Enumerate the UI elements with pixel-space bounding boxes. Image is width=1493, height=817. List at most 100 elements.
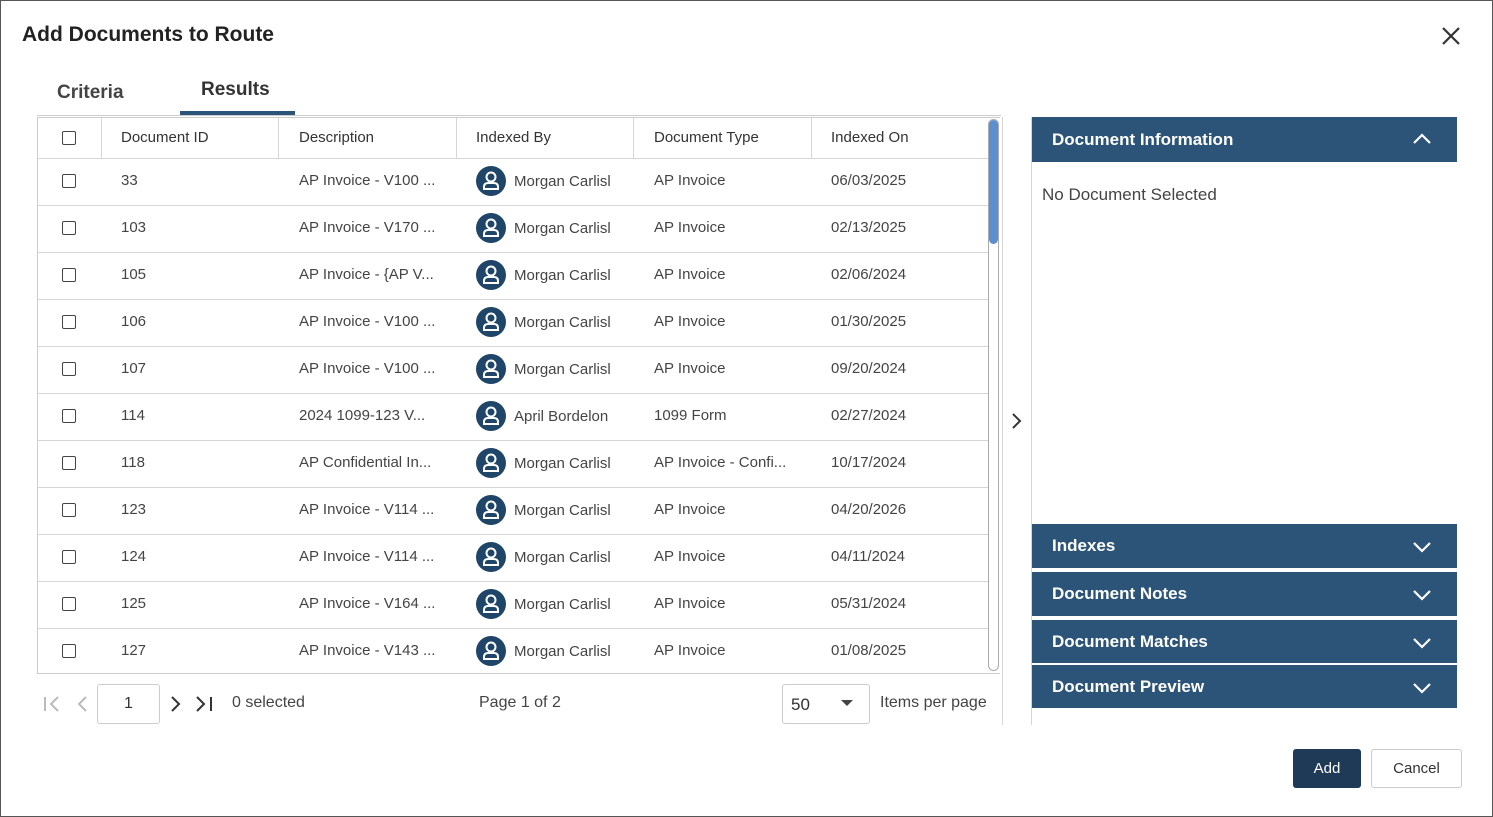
user-avatar — [476, 307, 506, 337]
column-header[interactable]: Indexed On — [831, 129, 909, 146]
row-checkbox[interactable] — [62, 597, 76, 611]
section-header[interactable]: Document Preview — [1032, 665, 1457, 708]
row-checkbox[interactable] — [62, 362, 76, 376]
column-header[interactable]: Indexed By — [476, 129, 552, 146]
results-table: Document ID Description Indexed By Document… — [37, 117, 1000, 674]
panel-title: Document Information — [1052, 130, 1234, 149]
cell-text: Morgan Carlisl — [514, 502, 611, 519]
section-header[interactable]: Document Matches — [1032, 620, 1457, 663]
user-avatar — [476, 354, 506, 384]
cell-text: AP Invoice - V143 ... — [299, 642, 436, 659]
row-checkbox[interactable] — [62, 174, 76, 188]
user-avatar — [476, 542, 506, 572]
row-divider — [38, 581, 988, 582]
cell-text: Morgan Carlisl — [514, 643, 611, 660]
user-avatar — [476, 589, 506, 619]
row-divider — [38, 487, 988, 488]
cell-text: AP Invoice - V100 ... — [299, 172, 436, 189]
column-header[interactable]: Document Type — [654, 129, 759, 146]
cell-text: AP Invoice - V100 ... — [299, 360, 436, 377]
per-page-select[interactable]: 50 — [782, 684, 870, 724]
panel-header[interactable]: Document Information — [1032, 117, 1457, 162]
column-divider — [811, 118, 812, 158]
row-checkbox[interactable] — [62, 409, 76, 423]
cell-text: 124 — [121, 548, 147, 565]
pager-arrows[interactable] — [41, 694, 231, 714]
section-title: Indexes — [1052, 536, 1116, 555]
column-header[interactable]: Document ID — [121, 129, 209, 146]
cell-text: 02/13/2025 — [831, 219, 907, 236]
user-avatar — [476, 401, 506, 431]
cell-text: 33 — [121, 172, 138, 189]
splitter — [1031, 117, 1032, 725]
cell-text: AP Invoice - V164 ... — [299, 595, 436, 612]
page-label: Page 1 of 2 — [479, 694, 561, 711]
cell-text: AP Invoice - Confi... — [654, 454, 787, 471]
cell-text: Morgan Carlisl — [514, 596, 611, 613]
per-page-value: 50 — [791, 695, 810, 714]
cell-text: AP Invoice — [654, 360, 726, 377]
row-divider — [38, 205, 988, 206]
row-divider — [38, 534, 988, 535]
column-divider — [278, 118, 279, 158]
user-avatar — [476, 636, 506, 666]
cell-text: 127 — [121, 642, 147, 659]
cell-text: AP Invoice - {AP V... — [299, 266, 434, 283]
cell-text: 105 — [121, 266, 147, 283]
user-avatar — [476, 448, 506, 478]
row-checkbox[interactable] — [62, 315, 76, 329]
user-avatar — [476, 495, 506, 525]
cell-text: 2024 1099-123 V... — [299, 407, 426, 424]
row-checkbox[interactable] — [62, 550, 76, 564]
cell-text: 01/08/2025 — [831, 642, 907, 659]
scroll-thumb[interactable] — [989, 120, 998, 244]
header-divider — [38, 158, 988, 159]
cell-text: Morgan Carlisl — [514, 267, 611, 284]
cell-text: 107 — [121, 360, 147, 377]
cell-text: Morgan Carlisl — [514, 173, 611, 190]
row-checkbox[interactable] — [62, 503, 76, 517]
row-checkbox[interactable] — [62, 644, 76, 658]
cell-text: 02/06/2024 — [831, 266, 907, 283]
tab[interactable]: Criteria — [57, 82, 124, 103]
add-button[interactable]: Add — [1293, 749, 1361, 788]
cell-text: 1099 Form — [654, 407, 727, 424]
column-divider — [101, 118, 102, 158]
section-header[interactable]: Indexes — [1032, 524, 1457, 568]
cell-text: Morgan Carlisl — [514, 361, 611, 378]
cell-text: 106 — [121, 313, 147, 330]
cell-text: AP Invoice — [654, 501, 726, 518]
tab-underline — [180, 111, 295, 115]
tab-divider — [37, 115, 1001, 116]
page-input[interactable]: 1 — [97, 684, 160, 724]
section-header[interactable]: Document Notes — [1032, 572, 1457, 616]
cell-text: 125 — [121, 595, 147, 612]
scrollbar[interactable] — [988, 119, 999, 671]
cell-text: Morgan Carlisl — [514, 549, 611, 566]
expand-arrow[interactable] — [1010, 412, 1024, 430]
column-header[interactable]: Description — [299, 129, 375, 146]
row-checkbox[interactable] — [62, 221, 76, 235]
row-divider — [38, 393, 988, 394]
cell-text: AP Invoice — [654, 172, 726, 189]
cell-text: Morgan Carlisl — [514, 314, 611, 331]
cell-text: 06/03/2025 — [831, 172, 907, 189]
tab-active[interactable]: Results — [201, 79, 270, 100]
row-divider — [38, 440, 988, 441]
cell-text: 01/30/2025 — [831, 313, 907, 330]
cell-text: 10/17/2024 — [831, 454, 907, 471]
section-title: Document Matches — [1052, 632, 1208, 651]
cell-text: 118 — [121, 454, 145, 471]
cancel-button[interactable]: Cancel — [1371, 749, 1462, 788]
close-button[interactable] — [1441, 26, 1461, 46]
cell-text: AP Invoice — [654, 548, 726, 565]
cell-text: 114 — [121, 407, 145, 424]
row-checkbox[interactable] — [62, 268, 76, 282]
cell-text: 123 — [121, 501, 147, 518]
dialog-title: Add Documents to Route — [22, 23, 274, 46]
row-checkbox[interactable] — [62, 456, 76, 470]
cell-text: 05/31/2024 — [831, 595, 907, 612]
select-all-checkbox[interactable] — [62, 131, 76, 145]
user-avatar — [476, 166, 506, 196]
